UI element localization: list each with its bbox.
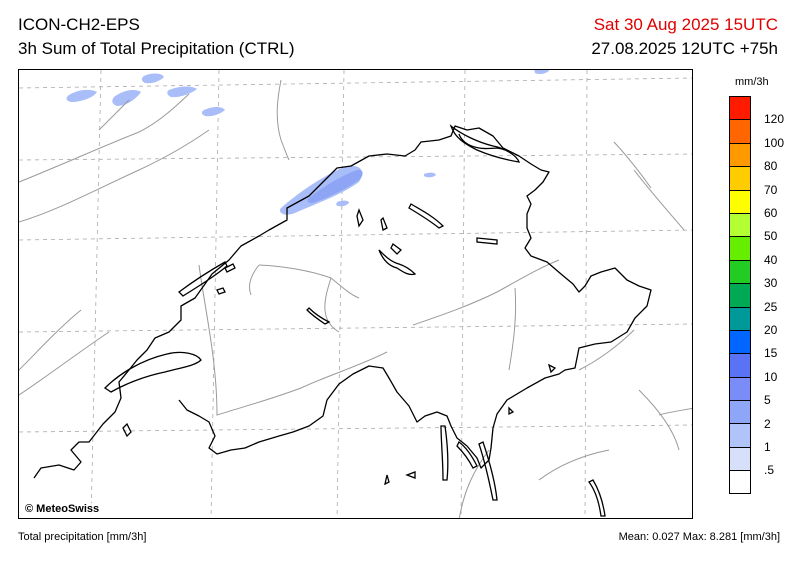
- legend-swatch: [729, 212, 751, 237]
- precip-area: [112, 89, 141, 106]
- lake-como: [478, 441, 498, 501]
- lakes: [103, 124, 606, 517]
- precipitation-areas: [66, 70, 549, 215]
- legend-tick-label: 15: [764, 346, 778, 361]
- legend-swatch: [729, 189, 751, 213]
- map-canvas: [19, 70, 692, 518]
- precip-area: [424, 172, 436, 178]
- precip-area: [336, 200, 349, 207]
- precip-area: [307, 169, 363, 204]
- lake-zurich: [408, 203, 445, 229]
- legend-tick-label: 20: [764, 323, 778, 337]
- precip-area: [201, 107, 225, 117]
- legend-tick-label: 80: [764, 159, 778, 174]
- legend-tick-label: 100: [764, 135, 785, 150]
- legend-tick-label: 50: [764, 229, 778, 244]
- legend-swatch: [729, 423, 751, 447]
- legend-tick-label: 5: [764, 393, 771, 408]
- legend-swatch: [729, 353, 751, 377]
- legend-swatch: [729, 306, 751, 330]
- legend-unit: mm/3h: [735, 76, 769, 88]
- lake-biel: [224, 263, 236, 273]
- lake-murten: [216, 287, 226, 295]
- legend-swatch: [729, 236, 751, 260]
- legend-swatch: [729, 470, 751, 494]
- precip-area: [141, 73, 164, 84]
- copyright-label: © MeteoSwiss: [23, 503, 102, 515]
- lake-constance: [449, 124, 520, 163]
- lake-neuchatel: [178, 261, 228, 297]
- footer-variable: Total precipitation [mm/3h]: [18, 531, 147, 543]
- lake-small: [384, 474, 390, 486]
- legend-tick-label: 60: [764, 206, 778, 220]
- map-grid: [19, 70, 692, 518]
- valid-time: Sat 30 Aug 2025 15UTC: [593, 15, 778, 34]
- legend-tick-label: 40: [764, 252, 778, 267]
- legend-swatch: [729, 446, 751, 471]
- legend-tick-label: 120: [764, 112, 785, 127]
- precip-area: [534, 70, 549, 75]
- legend-tick-label: 1: [764, 440, 771, 454]
- legend-tick-label: 25: [764, 299, 778, 314]
- legend-swatch: [729, 142, 751, 167]
- precip-area: [167, 86, 197, 98]
- legend-tick-label: 70: [764, 182, 778, 197]
- lake-geneva: [103, 351, 202, 393]
- lake-zug: [390, 243, 402, 255]
- legend-swatch: [729, 329, 751, 354]
- lake-hallwil: [380, 216, 388, 231]
- footer-stats: Mean: 0.027 Max: 8.281 [mm/3h]: [618, 531, 780, 543]
- model-title: ICON-CH2-EPS: [18, 15, 140, 34]
- lake-sempach: [356, 208, 364, 228]
- regional-boundaries: [19, 79, 692, 518]
- precip-area: [66, 89, 97, 102]
- legend-swatch: [729, 96, 751, 120]
- legend-swatch: [729, 259, 751, 284]
- lake-maggiore: [440, 425, 449, 481]
- precipitation-map: © MeteoSwiss: [18, 69, 693, 519]
- lake-small: [547, 363, 557, 374]
- lake-lugano: [456, 441, 478, 469]
- national-border: [33, 125, 652, 479]
- lake-annecy: [122, 422, 132, 438]
- run-time: 27.08.2025 12UTC +75h: [591, 39, 778, 58]
- lake-small: [405, 471, 416, 479]
- legend-swatch: [729, 283, 751, 307]
- product-title: 3h Sum of Total Precipitation (CTRL): [18, 39, 295, 58]
- legend-swatch: [729, 119, 751, 143]
- lake-small: [508, 406, 515, 416]
- legend-tick-label: 2: [764, 416, 771, 431]
- lake-walen: [476, 237, 498, 245]
- lake-lucerne: [378, 249, 417, 276]
- lake-thun: [306, 307, 331, 325]
- legend-tick-label: .5: [764, 463, 775, 478]
- legend-swatch: [729, 376, 751, 401]
- legend-tick-label: 30: [764, 276, 778, 291]
- legend-swatch: [729, 166, 751, 190]
- lake-garda: [588, 479, 606, 517]
- color-legend: [729, 96, 753, 494]
- legend-tick-label: 10: [764, 369, 778, 384]
- legend-swatch: [729, 400, 751, 424]
